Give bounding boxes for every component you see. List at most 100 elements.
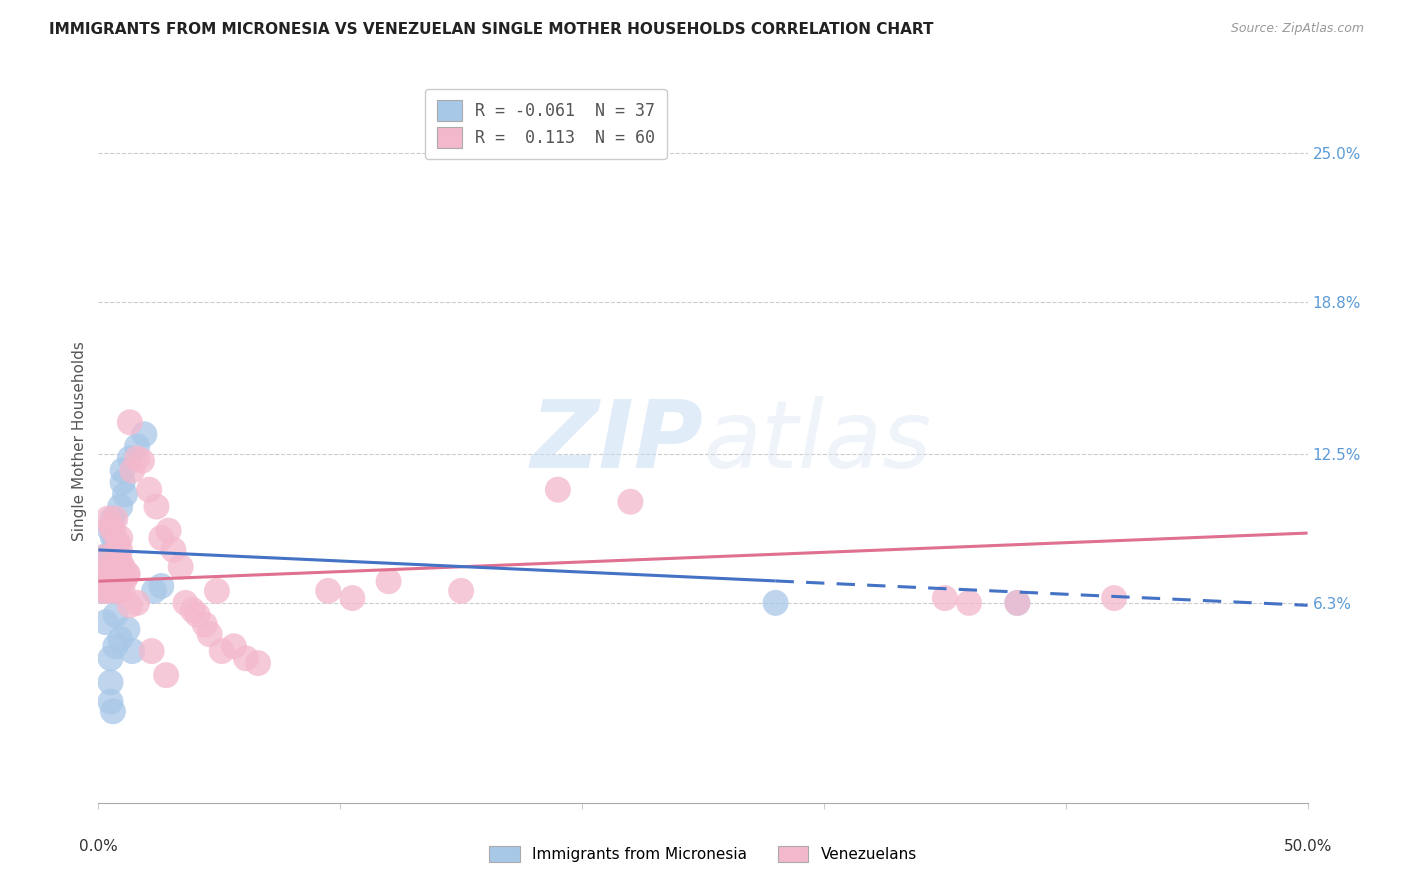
Point (91, 550, 114, 565)
Point (108, 531, 131, 545)
Point (145, 500, 167, 514)
Point (107, 559, 129, 574)
Point (157, 524, 180, 538)
Point (104, 607, 127, 622)
Point (205, 583, 228, 598)
Point (100, 567, 122, 582)
Point (235, 651, 257, 665)
Point (97, 565, 120, 579)
Point (547, 483, 569, 497)
Point (111, 463, 134, 477)
Point (134, 427, 156, 442)
Text: 50.0%: 50.0% (1284, 838, 1331, 854)
Point (127, 451, 149, 466)
Point (100, 695, 122, 709)
Point (131, 454, 153, 468)
Point (107, 579, 129, 593)
Point (101, 511, 124, 525)
Point (765, 596, 787, 610)
Point (91, 550, 114, 565)
Point (104, 583, 127, 598)
Point (211, 644, 233, 658)
Point (107, 583, 129, 598)
Point (619, 494, 641, 508)
Point (104, 583, 127, 598)
Point (107, 535, 129, 549)
Legend: R = -0.061  N = 37, R =  0.113  N = 60: R = -0.061 N = 37, R = 0.113 N = 60 (425, 88, 666, 160)
Point (121, 463, 143, 477)
Point (100, 579, 122, 593)
Point (97, 550, 120, 565)
Point (104, 511, 127, 525)
Point (117, 567, 139, 582)
Point (117, 623, 139, 637)
Point (162, 542, 184, 557)
Point (101, 704, 124, 718)
Point (342, 591, 364, 606)
Point (118, 599, 141, 613)
Point (198, 627, 221, 641)
Point (91, 583, 114, 598)
Point (194, 617, 217, 632)
Y-axis label: Single Mother Households: Single Mother Households (72, 342, 87, 541)
Point (101, 524, 124, 538)
Point (100, 524, 122, 538)
Point (111, 583, 134, 598)
Point (450, 583, 472, 598)
Point (107, 542, 129, 557)
Point (108, 555, 131, 569)
Point (104, 535, 127, 549)
Point (155, 668, 177, 682)
Point (1102, 591, 1125, 606)
Point (118, 415, 141, 429)
Text: ZIP: ZIP (530, 395, 703, 488)
Point (94, 569, 117, 583)
Point (97, 559, 120, 574)
Point (138, 483, 160, 497)
Point (101, 579, 124, 593)
Point (114, 487, 136, 501)
Point (934, 591, 956, 606)
Point (100, 519, 122, 533)
Text: atlas: atlas (703, 396, 931, 487)
Point (1007, 596, 1029, 610)
Point (97, 583, 120, 598)
Point (101, 572, 124, 586)
Point (247, 656, 270, 670)
Point (94, 574, 117, 589)
Legend: Immigrants from Micronesia, Venezuelans: Immigrants from Micronesia, Venezuelans (484, 839, 922, 868)
Point (111, 475, 134, 490)
Point (121, 644, 143, 658)
Point (117, 567, 139, 582)
Point (957, 596, 980, 610)
Text: Source: ZipAtlas.com: Source: ZipAtlas.com (1230, 22, 1364, 36)
Point (174, 596, 197, 610)
Point (127, 596, 149, 610)
Point (100, 572, 122, 586)
Point (91, 583, 114, 598)
Text: IMMIGRANTS FROM MICRONESIA VS VENEZUELAN SINGLE MOTHER HOUSEHOLDS CORRELATION CH: IMMIGRANTS FROM MICRONESIA VS VENEZUELAN… (49, 22, 934, 37)
Point (377, 574, 399, 589)
Point (111, 559, 134, 574)
Point (108, 632, 131, 646)
Point (181, 603, 204, 617)
Point (94, 559, 117, 574)
Point (316, 583, 339, 598)
Point (108, 500, 131, 514)
Point (100, 651, 122, 665)
Point (222, 639, 245, 653)
Point (101, 531, 124, 545)
Point (127, 439, 149, 453)
Point (94, 579, 117, 593)
Point (97, 567, 120, 582)
Point (169, 559, 191, 574)
Point (187, 607, 209, 622)
Point (143, 583, 166, 598)
Point (114, 572, 136, 586)
Point (141, 644, 163, 658)
Point (94, 615, 117, 630)
Point (100, 675, 122, 690)
Point (150, 579, 173, 593)
Point (97, 511, 120, 525)
Point (101, 559, 124, 574)
